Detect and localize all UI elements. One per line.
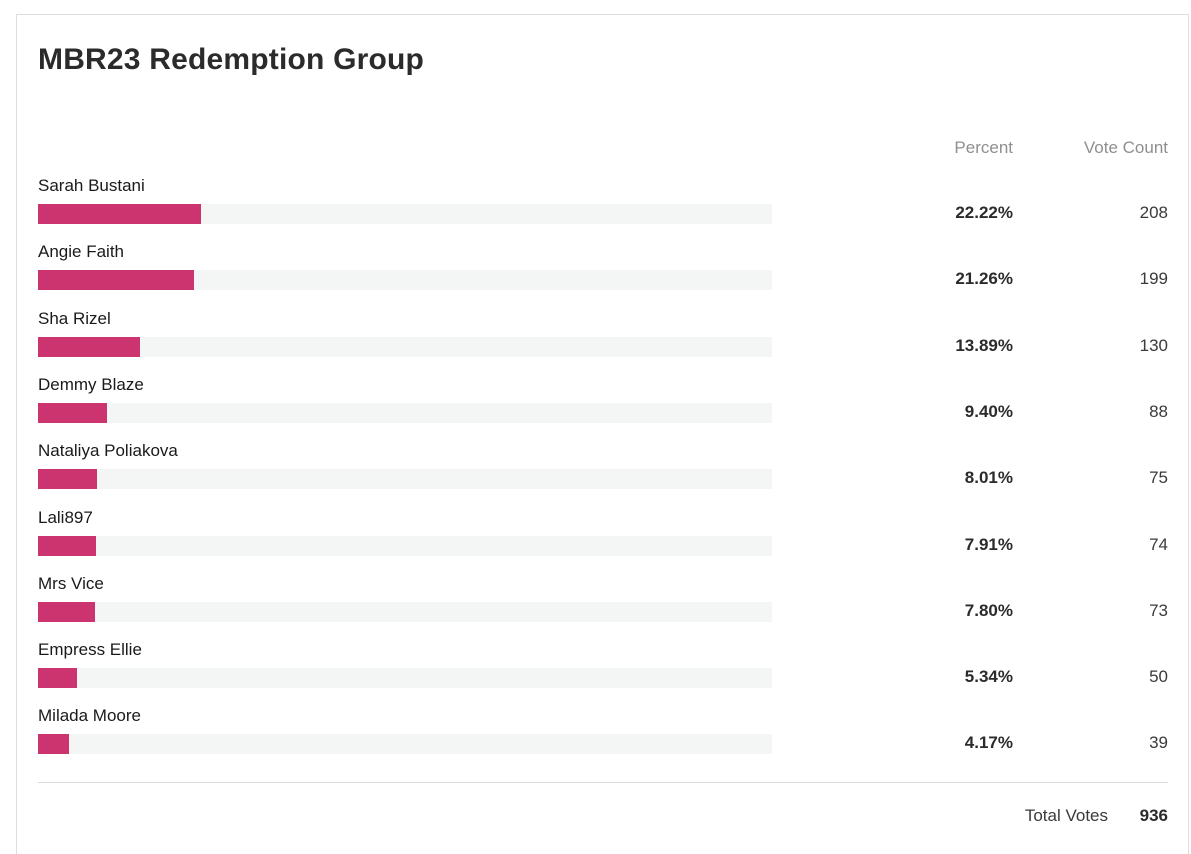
option-bar-track	[38, 270, 772, 291]
option-name: Sha Rizel	[38, 308, 111, 328]
option-vote-count: 50	[1149, 667, 1168, 687]
option-percent: 22.22%	[955, 203, 1013, 222]
option-bar-fill	[38, 668, 78, 689]
option-bar-track	[38, 601, 772, 622]
total-votes-label: Total Votes	[1024, 806, 1108, 825]
option-vote-count: 208	[1139, 203, 1168, 222]
option-percent: 9.40%	[964, 401, 1013, 421]
poll-option-row: Milada Moore 4.17% 39	[17, 706, 1188, 772]
option-bar-track	[38, 469, 772, 490]
poll-option-row: Nataliya Poliakova 8.01% 75	[17, 441, 1188, 507]
poll-title: MBR23 Redemption Group	[38, 43, 425, 76]
option-name: Angie Faith	[38, 242, 124, 262]
poll-option-row: Angie Faith 21.26% 199	[17, 242, 1188, 308]
option-name: Empress Ellie	[38, 640, 142, 660]
option-bar-fill	[38, 204, 202, 224]
option-percent: 13.89%	[955, 335, 1013, 355]
option-vote-count: 39	[1149, 733, 1168, 753]
option-percent: 8.01%	[964, 468, 1013, 488]
option-bar-fill	[38, 402, 107, 423]
option-percent: 7.80%	[964, 600, 1013, 620]
poll-option-row: Demmy Blaze 9.40% 88	[17, 375, 1188, 441]
poll-option-row: Empress Ellie 5.34% 50	[17, 640, 1188, 706]
option-bar-track	[38, 668, 772, 689]
option-name: Milada Moore	[38, 706, 141, 726]
option-bar-track	[38, 336, 772, 357]
poll-option-row: Lali897 7.91% 74	[17, 508, 1188, 574]
option-bar-track	[38, 734, 772, 755]
total-votes-value: 936	[1139, 806, 1168, 825]
divider	[38, 782, 1168, 783]
option-name: Sarah Bustani	[38, 176, 145, 195]
option-bar-track	[38, 402, 772, 423]
option-vote-count: 88	[1149, 401, 1168, 421]
option-bar-fill	[38, 734, 69, 755]
option-name: Nataliya Poliakova	[38, 441, 178, 461]
option-percent: 4.17%	[964, 733, 1013, 753]
option-vote-count: 199	[1139, 269, 1168, 289]
option-percent: 21.26%	[955, 269, 1013, 289]
option-bar-fill	[38, 535, 97, 556]
option-vote-count: 74	[1149, 534, 1168, 554]
poll-option-row: Sha Rizel 13.89% 130	[17, 309, 1188, 375]
option-bar-track	[38, 204, 772, 224]
option-bar-fill	[38, 336, 140, 357]
vote-count-column-header: Vote Count	[1083, 138, 1168, 157]
option-percent: 5.34%	[964, 667, 1013, 687]
poll-option-row: Mrs Vice 7.80% 73	[17, 574, 1188, 640]
option-vote-count: 75	[1149, 468, 1168, 488]
option-name: Demmy Blaze	[38, 374, 144, 394]
option-name: Lali897	[38, 507, 93, 527]
poll-results-card: MBR23 Redemption Group Percent Vote Coun…	[16, 14, 1189, 854]
option-bar-fill	[38, 601, 96, 622]
option-name: Mrs Vice	[38, 573, 104, 593]
option-bar-fill	[38, 469, 97, 490]
percent-column-header: Percent	[954, 138, 1013, 157]
option-percent: 7.91%	[964, 534, 1013, 554]
option-bar-fill	[38, 270, 195, 291]
option-vote-count: 130	[1139, 335, 1168, 355]
option-vote-count: 73	[1149, 600, 1168, 620]
option-bar-track	[38, 535, 772, 556]
poll-option-row: Sarah Bustani 22.22% 208	[17, 176, 1188, 242]
